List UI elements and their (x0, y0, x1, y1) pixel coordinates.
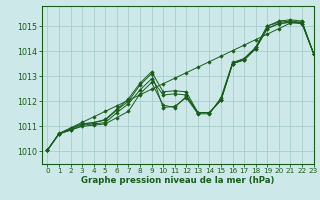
X-axis label: Graphe pression niveau de la mer (hPa): Graphe pression niveau de la mer (hPa) (81, 176, 274, 185)
